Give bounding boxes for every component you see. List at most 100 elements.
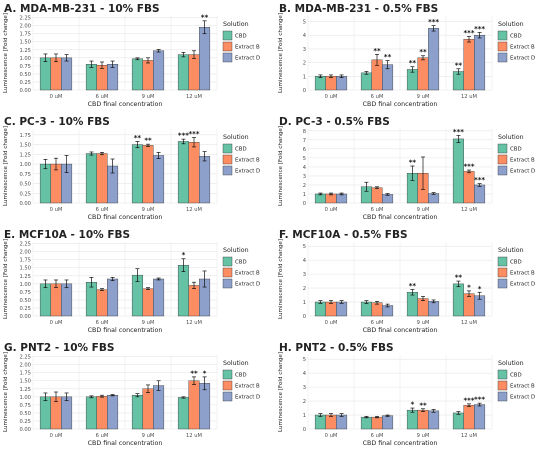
bar [325, 414, 337, 430]
x-tick-label: 9 uM [142, 433, 155, 439]
bar [452, 283, 464, 317]
bar [153, 278, 165, 317]
y-tick-label: 1.75 [19, 133, 31, 139]
bar [336, 193, 348, 204]
x-tick-label: 6 uM [371, 433, 384, 439]
bar [131, 58, 143, 91]
y-tick-label: 0.25 [19, 306, 31, 312]
bar [199, 156, 211, 204]
legend-swatch [497, 154, 508, 165]
bar [39, 163, 51, 204]
y-tick-label: 0.25 [19, 419, 31, 425]
y-tick-label: 0.00 [19, 201, 31, 207]
legend-swatch [222, 369, 233, 380]
y-tick-label: 1.50 [19, 40, 31, 46]
legend-swatch [222, 256, 233, 267]
significance-label: ** [455, 274, 463, 282]
x-axis-title: CBD final concentration [363, 327, 438, 334]
legend-title: Solution [498, 360, 524, 367]
legend-label: Extract D [510, 56, 535, 62]
bar [417, 409, 429, 430]
x-tick-label: 9 uM [417, 433, 430, 439]
legend-title: Solution [223, 247, 249, 254]
significance-label: *** [474, 176, 485, 184]
bar [50, 283, 62, 317]
chart-title: E. MCF10A - 10% FBS [4, 229, 130, 241]
y-tick-label: 3 [303, 174, 306, 180]
x-tick-label: 12 uM [186, 433, 202, 439]
x-tick-label: 12 uM [461, 433, 477, 439]
chart-panel-1: A. MDA-MB-231 - 10% FBS 0.00 0.25 0.50 0.75 1… [3, 3, 260, 108]
legend-label: CBD [235, 34, 247, 40]
bar [463, 293, 475, 317]
legend-label: Extract B [510, 158, 535, 164]
x-tick-label: 6 uM [371, 207, 384, 213]
x-tick-label: 0 uM [325, 207, 338, 213]
x-tick-label: 6 uM [96, 94, 109, 100]
bar [85, 64, 97, 91]
x-axis-title: CBD final concentration [363, 440, 438, 447]
y-tick-label: 1.25 [19, 48, 31, 54]
y-tick-label: 0.75 [19, 64, 31, 70]
y-tick-label: 0 [303, 314, 306, 320]
legend-swatch [222, 267, 233, 278]
bar [153, 50, 165, 91]
legend-label: Extract B [510, 45, 535, 51]
chart-panel-5: E. MCF10A - 10% FBS 0.00 0.25 0.50 0.75 1.00 1… [3, 229, 260, 334]
y-tick-label: 0.00 [19, 88, 31, 94]
x-tick-label: 12 uM [461, 207, 477, 213]
legend-swatch [222, 278, 233, 289]
bar [474, 184, 486, 204]
bar [96, 395, 108, 430]
legend-label: Extract B [235, 271, 260, 277]
y-axis-title: Luminescence [Fold change] [278, 239, 284, 319]
significance-label: ** [384, 53, 392, 61]
significance-label: * [467, 283, 471, 291]
x-tick-label: 12 uM [461, 320, 477, 326]
significance-label: ** [144, 137, 152, 145]
legend-label: Extract B [510, 271, 535, 277]
y-tick-label: 0.00 [19, 314, 31, 320]
bar [96, 289, 108, 317]
y-tick-label: 1 [303, 413, 306, 419]
legend-label: Extract B [235, 45, 260, 51]
x-tick-label: 9 uM [417, 207, 430, 213]
y-tick-label: 1.50 [19, 266, 31, 272]
legend-label: Extract D [235, 56, 260, 62]
bar [188, 54, 200, 91]
legend-swatch [222, 41, 233, 52]
bar [96, 153, 108, 204]
bar [428, 410, 440, 430]
significance-label: * [182, 251, 186, 259]
x-axis-title: CBD final concentration [88, 327, 163, 334]
bar [188, 380, 200, 430]
bar [131, 395, 143, 430]
chart-title: C. PC-3 - 10% FBS [4, 116, 110, 128]
y-tick-label: 0.25 [19, 80, 31, 86]
bar [177, 264, 189, 317]
bar [177, 397, 189, 430]
significance-label: * [203, 369, 207, 377]
bar [314, 193, 326, 204]
bar [360, 416, 372, 430]
chart-title: G. PNT2 - 10% FBS [4, 342, 114, 354]
bar [85, 153, 97, 204]
y-tick-label: 2 [303, 286, 306, 292]
y-tick-label: 1.75 [19, 32, 31, 38]
bar [406, 292, 418, 317]
y-tick-label: 1.00 [19, 56, 31, 62]
y-tick-label: 1 [303, 300, 306, 306]
y-tick-label: 0 [303, 427, 306, 433]
y-tick-label: 3 [303, 47, 306, 53]
y-tick-label: 6 [303, 147, 306, 153]
significance-label: ** [419, 401, 427, 409]
bar [142, 288, 154, 317]
legend-swatch [222, 30, 233, 41]
y-tick-label: 4 [303, 33, 307, 39]
x-tick-label: 12 uM [461, 94, 477, 100]
significance-label: *** [178, 132, 189, 140]
y-tick-label: 2.00 [19, 24, 31, 30]
